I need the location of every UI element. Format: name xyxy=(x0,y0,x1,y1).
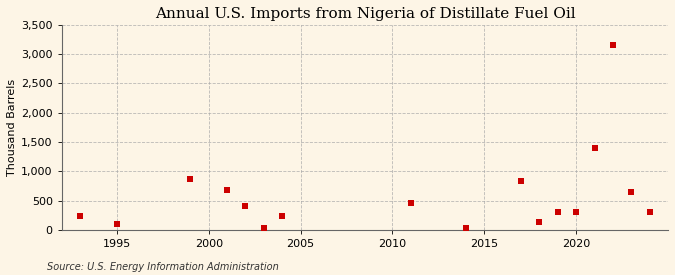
Point xyxy=(75,213,86,218)
Point xyxy=(406,201,416,205)
Point xyxy=(626,190,637,194)
Point xyxy=(589,146,600,151)
Title: Annual U.S. Imports from Nigeria of Distillate Fuel Oil: Annual U.S. Imports from Nigeria of Dist… xyxy=(155,7,575,21)
Point xyxy=(552,210,563,214)
Point xyxy=(277,213,288,218)
Point xyxy=(240,204,251,208)
Point xyxy=(185,177,196,181)
Point xyxy=(644,210,655,214)
Point xyxy=(571,210,582,214)
Point xyxy=(460,226,471,230)
Point xyxy=(534,219,545,224)
Point xyxy=(516,179,526,183)
Point xyxy=(259,226,269,230)
Point xyxy=(111,221,122,226)
Y-axis label: Thousand Barrels: Thousand Barrels xyxy=(7,79,17,176)
Point xyxy=(608,43,618,47)
Point xyxy=(221,188,232,192)
Text: Source: U.S. Energy Information Administration: Source: U.S. Energy Information Administ… xyxy=(47,262,279,272)
